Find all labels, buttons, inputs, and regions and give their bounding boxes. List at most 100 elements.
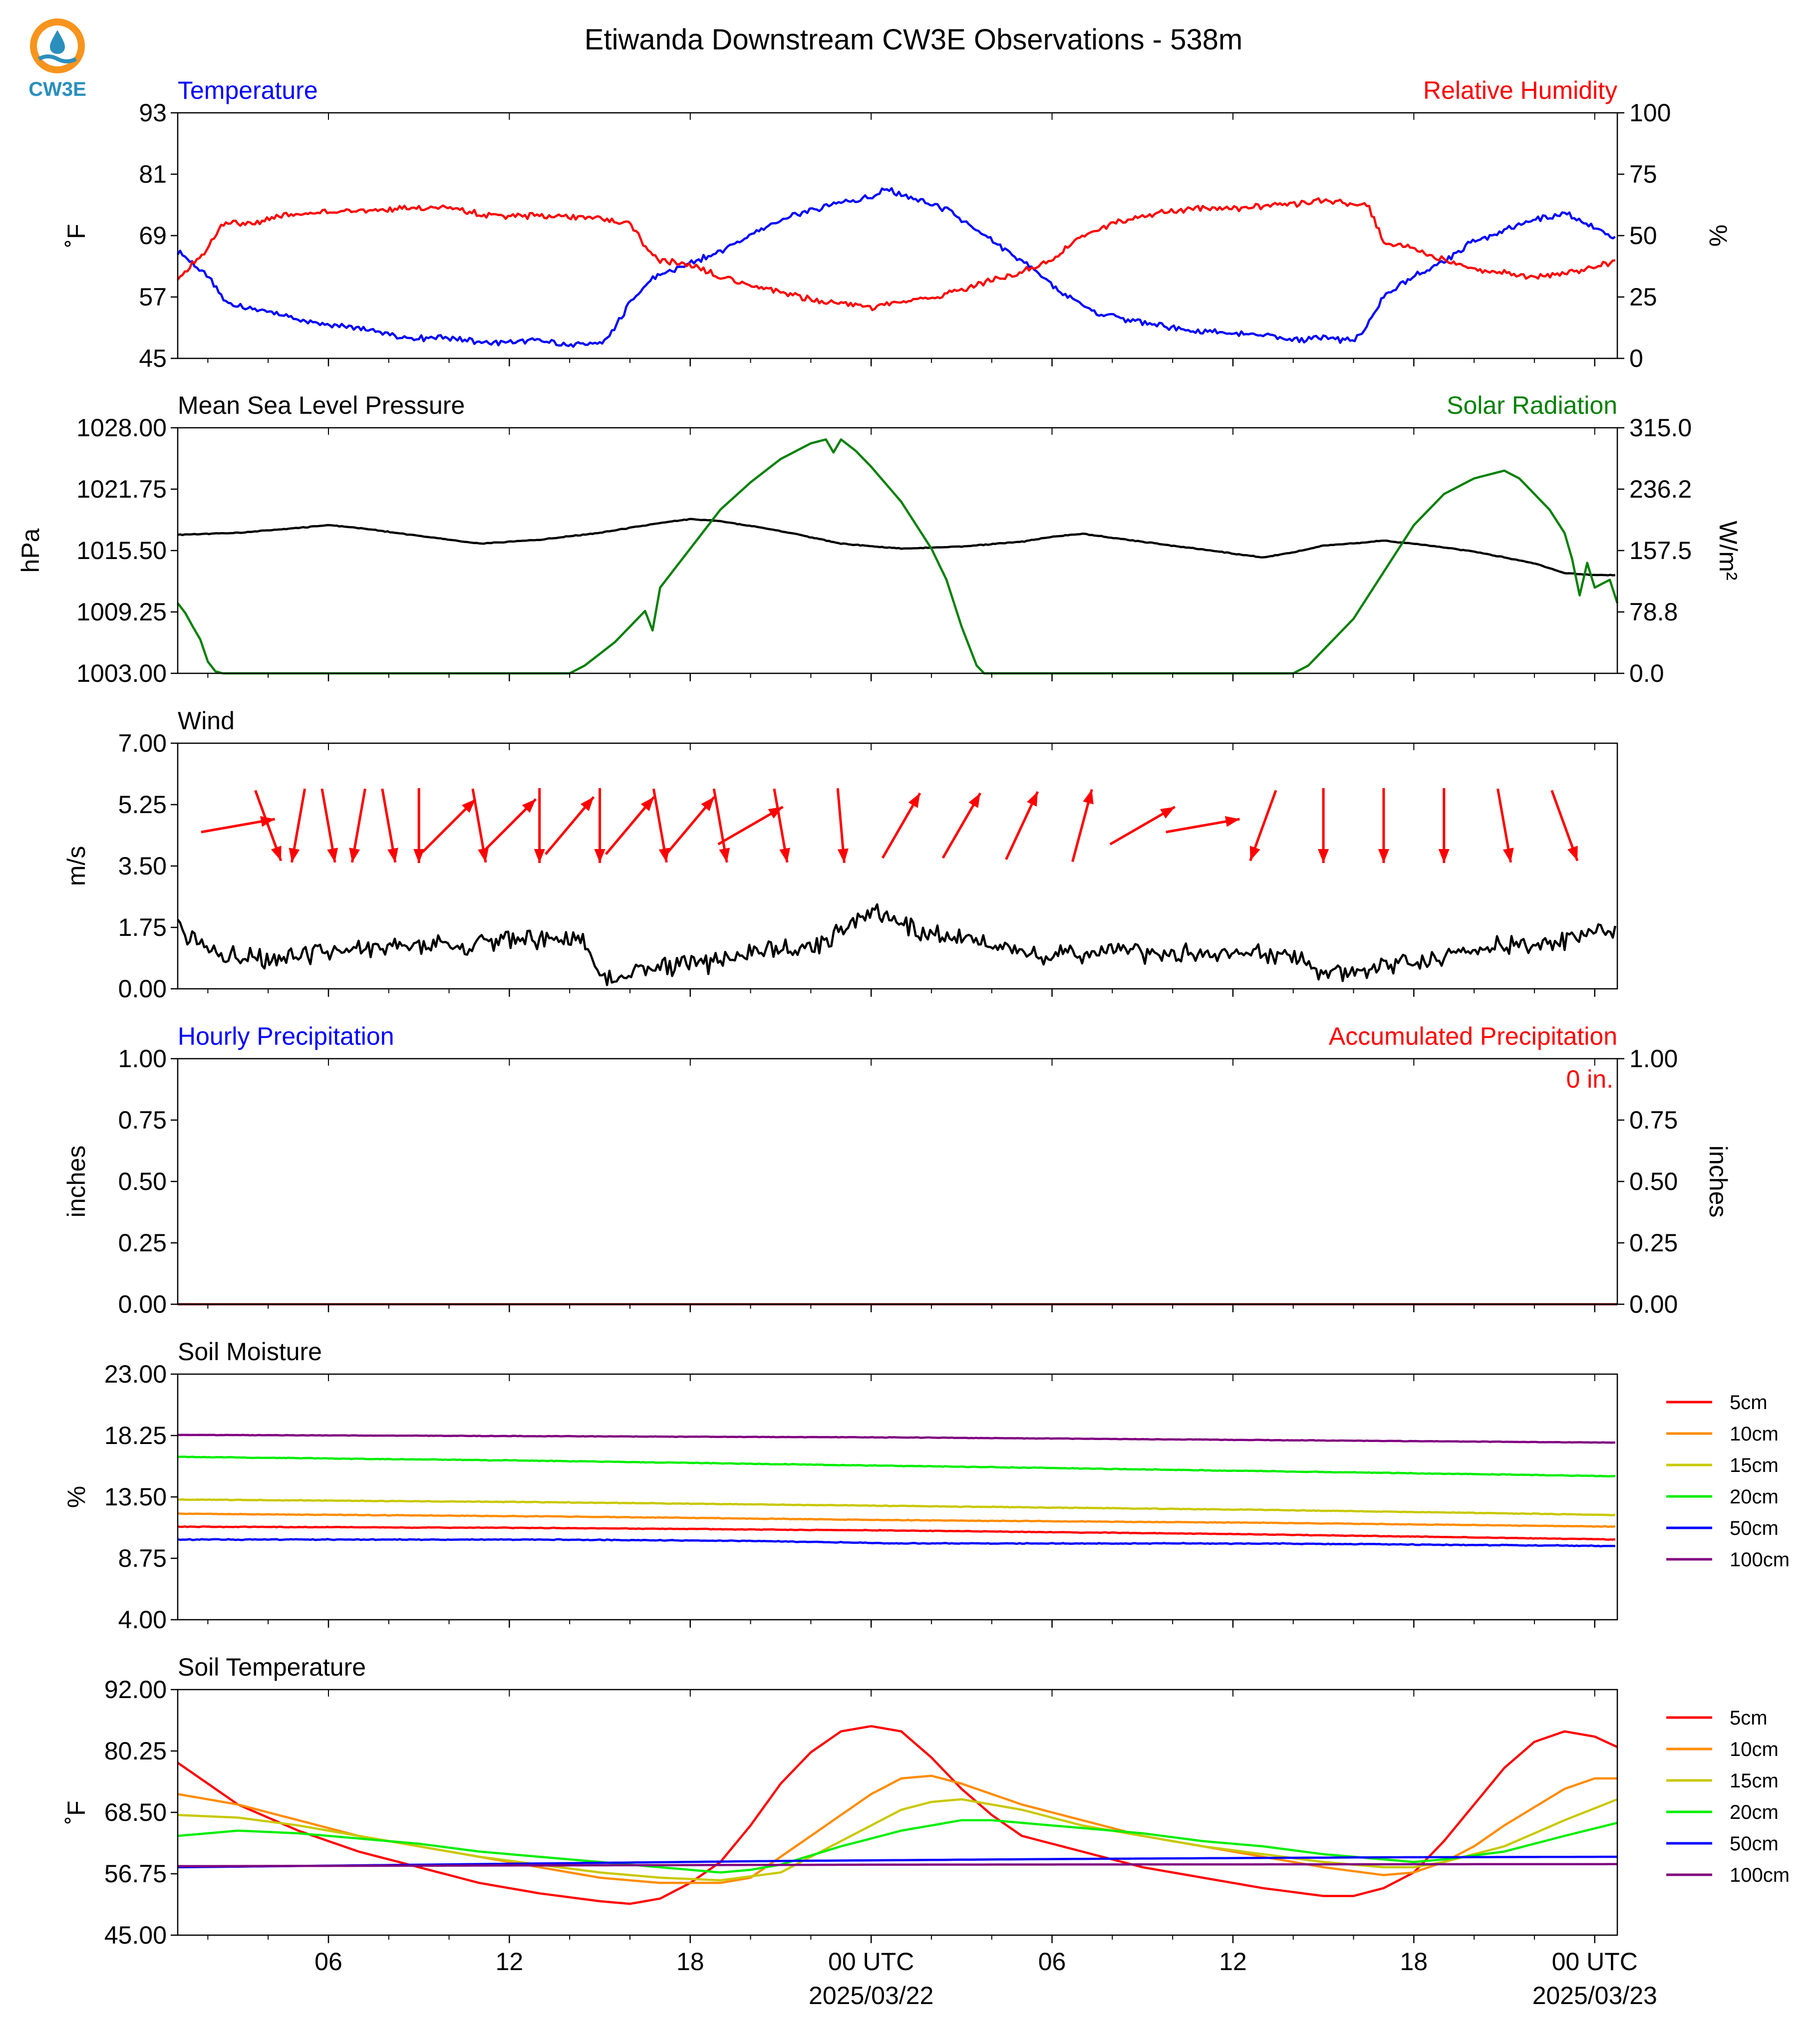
panel-title-left: Hourly Precipitation (178, 1022, 394, 1050)
legend-label: 100cm (1730, 1549, 1790, 1571)
y-tick-label-left: 0.00 (118, 1290, 167, 1318)
panel-precip: 1.00 0.75 0.50 0.25 0.00 1.00 0.75 0.50 0.25 0.00… (62, 1022, 1732, 1318)
page-title: Etiwanda Downstream CW3E Observations - … (585, 23, 1242, 56)
wind-arrow-head (1567, 846, 1578, 861)
panel-frame (177, 427, 1618, 674)
series-line-10cm (177, 1512, 1616, 1528)
y-tick-label-left: 92.00 (104, 1676, 167, 1704)
series-line-temp_rh-left (177, 187, 1616, 348)
wind-arrow (594, 788, 606, 863)
y-tick-label-right: 75 (1629, 160, 1657, 188)
y-axis-label-right: inches (1704, 1146, 1732, 1218)
x-tick-label: 18 (1400, 1948, 1428, 1976)
panel-title-right: Accumulated Precipitation (1329, 1022, 1617, 1050)
wind-arrow (605, 796, 655, 856)
y-tick-label-left: 56.75 (104, 1860, 167, 1888)
wind-arrow-head (719, 848, 730, 863)
panel-title-right: Relative Humidity (1423, 76, 1617, 104)
y-tick-label-left: 13.50 (104, 1483, 167, 1511)
series-line-5cm (177, 1725, 1618, 1905)
legend-label: 15cm (1730, 1770, 1779, 1792)
y-tick-label-right: 0.00 (1629, 1290, 1678, 1318)
y-tick-label-left: 8.75 (118, 1544, 167, 1572)
wind-arrow (712, 788, 730, 863)
y-axis-label-left: ˚F (62, 1800, 90, 1824)
y-tick-label-left: 1003.00 (76, 659, 167, 687)
wind-arrow-head (1378, 849, 1389, 863)
panel-frame (177, 742, 1618, 990)
wind-arrow (349, 788, 366, 863)
wind-arrow-head (640, 797, 654, 812)
y-tick-label-right: 315.0 (1629, 414, 1692, 442)
logo-ring (30, 18, 85, 73)
legend-label: 20cm (1730, 1801, 1779, 1823)
wind-arrow-head (580, 797, 594, 812)
wind-arrow (254, 790, 283, 862)
y-tick-label-left: 0.25 (118, 1229, 167, 1257)
wind-arrow-head (387, 848, 398, 863)
panel-title-right: Solar Radiation (1447, 391, 1617, 419)
x-date-label: 2025/03/23 (1532, 1982, 1657, 2010)
wind-arrow (717, 806, 784, 846)
wind-arrow (320, 788, 338, 863)
legend-label: 5cm (1730, 1707, 1768, 1729)
panel-wind: 7.00 5.25 3.50 1.75 0.00 Wind m/s (62, 707, 1618, 1003)
y-tick-label-right: 0.50 (1629, 1167, 1678, 1195)
x-tick-label: 00 UTC (1552, 1948, 1638, 1976)
wind-arrow-head (478, 848, 489, 863)
wind-arrow (1318, 788, 1329, 863)
wind-arrow (665, 796, 715, 856)
series-line-pressure_solar-left (177, 518, 1615, 577)
y-tick-label-right: 1.00 (1629, 1045, 1678, 1073)
wind-arrow (941, 792, 982, 859)
wind-arrow (1166, 816, 1240, 834)
x-tick-label: 06 (1038, 1948, 1066, 1976)
wind-arrow-head (1249, 846, 1260, 861)
y-tick-label-right: 50 (1629, 222, 1657, 250)
time-axis-labels: 06 12 18 00 UTC 06 12 18 00 UTC 2025/03/22 2025/0… (314, 1948, 1657, 2010)
wind-arrow-head (594, 849, 606, 863)
wind-arrow (201, 816, 276, 834)
wind-arrow-head (271, 846, 282, 861)
wind-arrow (1249, 790, 1277, 862)
y-tick-label-left: 1.75 (118, 913, 167, 941)
panel-frame (177, 1373, 1618, 1621)
wind-arrow (413, 788, 425, 863)
legend: 5cm 10cm 15cm 20cm 50cm 100cm (1666, 1392, 1790, 1571)
y-tick-label-right: 157.5 (1629, 537, 1692, 565)
wind-arrow (1438, 788, 1450, 863)
y-tick-label-left: 45 (139, 344, 167, 372)
panel-title-left: Mean Sea Level Pressure (178, 391, 465, 419)
chart-panels: 93 81 69 57 45 100 75 50 25 0 Temperature Relative … (16, 76, 1790, 2010)
wind-arrow-head (1224, 816, 1240, 827)
wind-arrow-head (908, 793, 920, 808)
y-axis-label-left: % (62, 1486, 90, 1508)
wind-arrow (534, 788, 545, 863)
y-tick-label-left: 3.50 (118, 852, 167, 880)
wind-arrow-head (522, 799, 536, 813)
y-tick-label-left: 69 (139, 222, 167, 250)
wind-arrow (482, 798, 537, 853)
y-tick-label-left: 0.00 (118, 975, 167, 1003)
y-axis-label-right: W/m² (1714, 521, 1742, 580)
wind-arrow-head (289, 848, 300, 863)
panel-pressure_solar: 1028.00 1021.75 1015.50 1009.25 1003.00 315.0… (16, 391, 1742, 687)
y-tick-label-left: 0.50 (118, 1167, 167, 1195)
series-line-pressure_solar-right (177, 438, 1619, 675)
precip-total-annotation: 0 in. (1566, 1065, 1613, 1093)
wind-arrow-head (837, 848, 849, 863)
panel-frame (177, 112, 1618, 359)
series-line-20cm (177, 1455, 1615, 1478)
y-tick-label-left: 7.00 (118, 729, 167, 757)
x-date-label: 2025/03/22 (809, 1982, 933, 2010)
y-tick-label-right: 236.2 (1629, 475, 1692, 503)
wind-arrow-head (1318, 849, 1329, 863)
legend-label: 100cm (1730, 1864, 1790, 1886)
y-axis-label-right: % (1704, 225, 1732, 247)
wind-arrow-head (534, 849, 545, 863)
legend-label: 10cm (1730, 1423, 1779, 1445)
panel-title-left: Wind (178, 707, 235, 735)
wind-arrow (381, 788, 398, 863)
wind-arrow (1378, 788, 1389, 863)
